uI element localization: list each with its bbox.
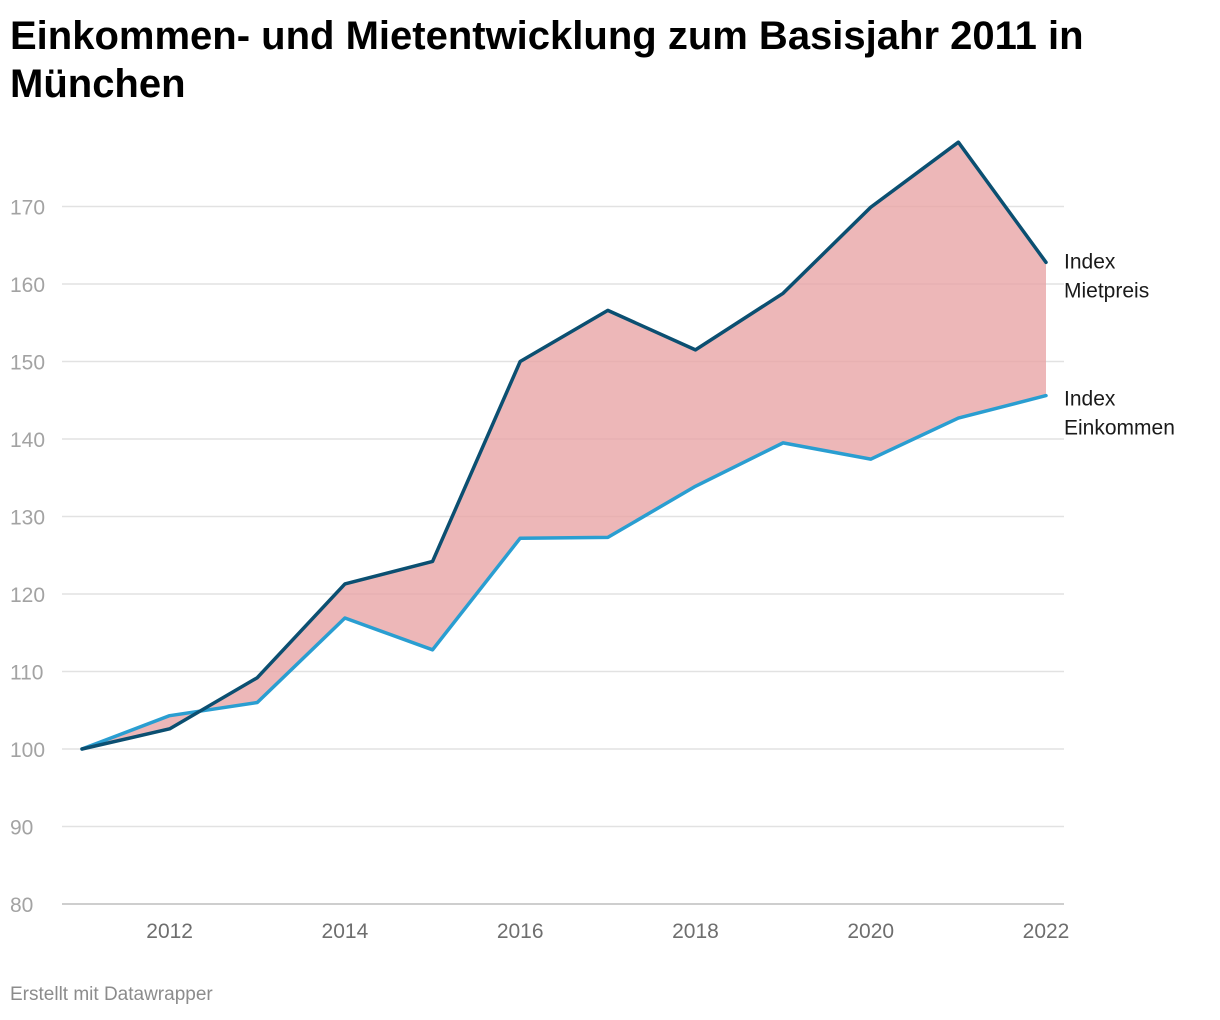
x-axis-ticks: 2012 2014 2016 2018 2020 2022	[146, 920, 1069, 943]
y-tick-label: 140	[10, 429, 45, 452]
series-line-einkommen	[80, 393, 1048, 751]
gap-area	[82, 142, 1046, 750]
y-tick-label: 110	[10, 662, 43, 685]
y-axis-ticks: 80 90 100 110 120 130 140 150 160 170	[10, 197, 45, 918]
y-tick-label: 150	[10, 352, 45, 375]
y-tick-label: 100	[10, 739, 45, 762]
series-label: Index	[1064, 388, 1116, 411]
x-tick-label: 2016	[497, 920, 544, 943]
series-labels: Index Mietpreis Index Einkommen	[1064, 250, 1175, 439]
x-tick-label: 2018	[672, 920, 719, 943]
x-tick-label: 2020	[847, 920, 894, 943]
x-tick-label: 2014	[322, 920, 369, 943]
y-tick-label: 170	[10, 197, 45, 220]
series-label: Index	[1064, 250, 1116, 273]
y-tick-label: 120	[10, 584, 45, 607]
series-label: Mietpreis	[1064, 279, 1149, 302]
y-tick-label: 160	[10, 274, 45, 297]
series-lines	[80, 140, 1048, 751]
footer-credit: Erstellt mit Datawrapper	[10, 984, 213, 1005]
y-tick-label: 90	[10, 817, 33, 840]
chart-title: Einkommen- und Mietentwicklung zum Basis…	[10, 14, 1084, 106]
series-line-mietpreis	[80, 140, 1048, 751]
x-tick-label: 2022	[1023, 920, 1070, 943]
y-tick-label: 80	[10, 894, 33, 917]
series-label: Einkommen	[1064, 417, 1175, 440]
gap-area-fill	[82, 142, 1046, 750]
y-tick-label: 130	[10, 507, 45, 530]
x-tick-label: 2012	[146, 920, 193, 943]
